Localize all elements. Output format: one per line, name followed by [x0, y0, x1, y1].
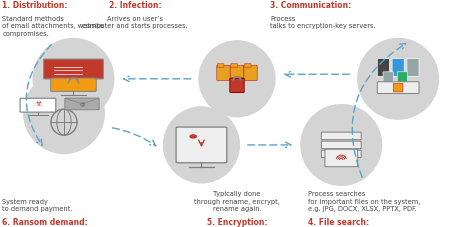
Ellipse shape	[199, 42, 275, 117]
Text: @: @	[79, 101, 85, 106]
FancyBboxPatch shape	[321, 151, 361, 158]
FancyBboxPatch shape	[44, 60, 103, 80]
FancyBboxPatch shape	[231, 64, 237, 68]
Text: Standard methods
of email attachments, website
compromises.: Standard methods of email attachments, w…	[2, 16, 104, 37]
FancyBboxPatch shape	[51, 79, 96, 92]
FancyBboxPatch shape	[397, 72, 408, 84]
FancyBboxPatch shape	[377, 59, 390, 77]
Text: 5. Encryption:: 5. Encryption:	[207, 217, 267, 226]
FancyBboxPatch shape	[392, 59, 404, 77]
Ellipse shape	[301, 105, 382, 185]
Text: 1. Distribution:: 1. Distribution:	[2, 1, 68, 10]
Text: 3. Communication:: 3. Communication:	[270, 1, 351, 10]
FancyBboxPatch shape	[217, 64, 224, 68]
FancyBboxPatch shape	[383, 72, 393, 84]
FancyBboxPatch shape	[65, 99, 99, 110]
Circle shape	[190, 135, 196, 138]
Text: ☣: ☣	[34, 99, 42, 108]
Ellipse shape	[24, 73, 104, 154]
FancyBboxPatch shape	[393, 84, 403, 92]
Text: Process
talks to encryption-key servers.: Process talks to encryption-key servers.	[270, 16, 376, 29]
FancyBboxPatch shape	[377, 82, 419, 94]
FancyBboxPatch shape	[245, 64, 251, 68]
FancyBboxPatch shape	[230, 79, 244, 93]
Text: 4. File search:: 4. File search:	[308, 217, 369, 226]
Text: 6. Ransom demand:: 6. Ransom demand:	[2, 217, 88, 226]
FancyBboxPatch shape	[20, 99, 56, 113]
FancyBboxPatch shape	[325, 150, 357, 167]
FancyBboxPatch shape	[176, 128, 227, 163]
FancyBboxPatch shape	[230, 66, 244, 81]
FancyBboxPatch shape	[321, 141, 361, 149]
Ellipse shape	[33, 39, 114, 120]
FancyBboxPatch shape	[321, 133, 361, 140]
Ellipse shape	[358, 39, 438, 120]
Text: Process searches
for important files on the system,
e.g. JPG, DOCX, XLSX, PPTX, : Process searches for important files on …	[308, 190, 420, 211]
Text: System ready
to demand payment.: System ready to demand payment.	[2, 198, 73, 211]
FancyBboxPatch shape	[244, 66, 257, 81]
Text: Arrives on user’s
computer and starts processes.: Arrives on user’s computer and starts pr…	[82, 16, 188, 29]
Text: Typically done
through rename, encrypt,
rename again.: Typically done through rename, encrypt, …	[194, 190, 280, 211]
FancyBboxPatch shape	[217, 66, 230, 81]
Text: 2. Infection:: 2. Infection:	[109, 1, 162, 10]
Ellipse shape	[164, 108, 239, 183]
FancyBboxPatch shape	[407, 59, 419, 77]
